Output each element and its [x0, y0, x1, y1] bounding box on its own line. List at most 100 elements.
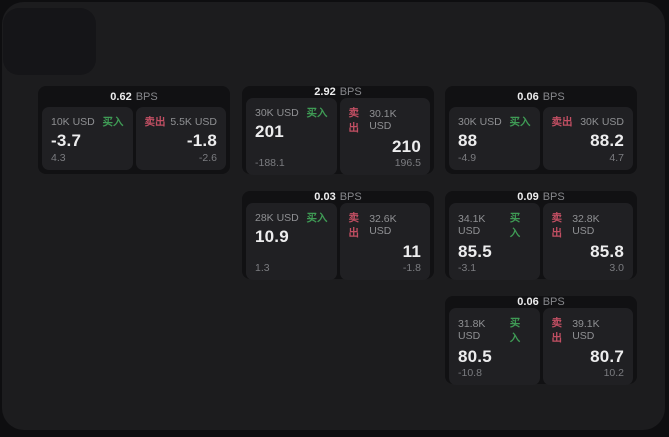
spread-card: 0.06 BPS 30K USD 买入 88 -4.9 30K USD 卖出 8… — [445, 86, 637, 174]
spread-bps-value: 0.09 — [517, 191, 539, 203]
bps-unit-label: BPS — [339, 191, 362, 203]
buy-amount: 34.1K USD — [458, 213, 486, 237]
buy-price: 80.5 — [458, 347, 492, 366]
buy-quote-tile[interactable]: 28K USD 买入 10.9 1.3 — [246, 203, 337, 280]
spread-bps-value: 2.92 — [314, 86, 336, 98]
buy-amount: 30K USD — [255, 106, 299, 119]
sell-quote-tile[interactable]: 32.8K USD 卖出 85.8 3.0 — [542, 203, 633, 280]
quote-panels: 28K USD 买入 10.9 1.3 32.6K USD 卖出 11 -1.8 — [246, 203, 430, 280]
spread-header: 0.06 BPS — [449, 296, 633, 308]
spread-card: 0.03 BPS 28K USD 买入 10.9 1.3 32.6K USD 卖… — [242, 191, 434, 280]
buy-price: 201 — [255, 122, 284, 141]
spread-header: 0.09 BPS — [449, 191, 633, 203]
sell-tile-top-row: 32.6K USD 卖出 — [349, 210, 422, 240]
spread-header: 0.03 BPS — [246, 191, 430, 203]
buy-side-label: 买入 — [509, 212, 521, 239]
sell-amount: 30.1K USD — [369, 108, 397, 132]
buy-side-label: 买入 — [509, 116, 531, 128]
sell-sub-value: 3.0 — [609, 262, 624, 274]
sell-quote-tile[interactable]: 39.1K USD 卖出 80.7 10.2 — [542, 308, 633, 385]
buy-sub-value: 4.3 — [51, 152, 66, 164]
sell-tile-top-row: 30.1K USD 卖出 — [349, 105, 422, 135]
buy-tile-top-row: 34.1K USD 买入 — [458, 210, 531, 240]
sell-amount: 5.5K USD — [170, 115, 217, 128]
buy-sub-value: -10.8 — [458, 367, 482, 379]
sell-side-label: 卖出 — [551, 317, 563, 344]
sell-quote-tile[interactable]: 30.1K USD 卖出 210 196.5 — [339, 98, 430, 175]
quote-panels: 34.1K USD 买入 85.5 -3.1 32.8K USD 卖出 85.8… — [449, 203, 633, 280]
spread-card: 2.92 BPS 30K USD 买入 201 -188.1 30.1K USD… — [242, 86, 434, 175]
spread-header: 0.62 BPS — [42, 86, 226, 107]
sell-amount: 32.8K USD — [572, 213, 600, 237]
sell-price: 80.7 — [590, 347, 624, 366]
spread-card: 0.06 BPS 31.8K USD 买入 80.5 -10.8 39.1K U… — [445, 296, 637, 385]
buy-amount: 28K USD — [255, 211, 299, 224]
buy-price: 85.5 — [458, 242, 492, 261]
sell-sub-value: -2.6 — [198, 152, 217, 164]
spread-bps-value: 0.03 — [314, 191, 336, 203]
buy-side-label: 买入 — [306, 212, 328, 224]
buy-side-label: 买入 — [306, 107, 328, 119]
buy-tile-top-row: 30K USD 买入 — [458, 114, 531, 129]
bps-unit-label: BPS — [542, 90, 565, 103]
sell-price: 88.2 — [590, 131, 624, 150]
buy-price: 88 — [458, 131, 478, 150]
bps-unit-label: BPS — [542, 296, 565, 308]
sell-side-label: 卖出 — [551, 116, 573, 128]
spread-header: 0.06 BPS — [449, 86, 633, 107]
buy-sub-value: -188.1 — [255, 157, 285, 169]
buy-amount: 30K USD — [458, 115, 502, 128]
spread-bps-value: 0.62 — [110, 90, 132, 103]
buy-price: 10.9 — [255, 227, 289, 246]
buy-sub-value: -3.1 — [458, 262, 477, 274]
sell-amount: 32.6K USD — [369, 213, 397, 237]
buy-quote-tile[interactable]: 30K USD 买入 88 -4.9 — [449, 107, 540, 170]
sell-tile-top-row: 30K USD 卖出 — [552, 114, 625, 129]
buy-quote-tile[interactable]: 30K USD 买入 201 -188.1 — [246, 98, 337, 175]
spread-card: 0.62 BPS 10K USD 买入 -3.7 4.3 5.5K USD 卖出… — [38, 86, 230, 174]
buy-side-label: 买入 — [509, 317, 521, 344]
spread-bps-value: 0.06 — [517, 90, 539, 103]
bps-unit-label: BPS — [339, 86, 362, 98]
sell-tile-top-row: 5.5K USD 卖出 — [145, 114, 218, 129]
sell-price: -1.8 — [186, 131, 217, 150]
quote-panels: 10K USD 买入 -3.7 4.3 5.5K USD 卖出 -1.8 -2.… — [42, 107, 226, 170]
sell-amount: 39.1K USD — [572, 318, 600, 342]
buy-price: -3.7 — [51, 131, 82, 150]
sell-side-label: 卖出 — [144, 116, 166, 128]
buy-quote-tile[interactable]: 10K USD 买入 -3.7 4.3 — [42, 107, 133, 170]
corner-panel — [3, 8, 96, 75]
sell-tile-top-row: 39.1K USD 卖出 — [552, 315, 625, 345]
buy-tile-top-row: 10K USD 买入 — [51, 114, 124, 129]
sell-quote-tile[interactable]: 32.6K USD 卖出 11 -1.8 — [339, 203, 430, 280]
sell-price: 210 — [392, 137, 421, 156]
sell-sub-value: -1.8 — [402, 262, 421, 274]
buy-tile-top-row: 30K USD 买入 — [255, 105, 328, 120]
quote-panels: 30K USD 买入 201 -188.1 30.1K USD 卖出 210 1… — [246, 98, 430, 175]
sell-price: 11 — [402, 242, 421, 261]
bps-unit-label: BPS — [542, 191, 565, 203]
spread-header: 2.92 BPS — [246, 86, 430, 98]
buy-side-label: 买入 — [102, 116, 124, 128]
spread-card: 0.09 BPS 34.1K USD 买入 85.5 -3.1 32.8K US… — [445, 191, 637, 280]
sell-quote-tile[interactable]: 5.5K USD 卖出 -1.8 -2.6 — [135, 107, 226, 170]
sell-amount: 30K USD — [580, 115, 624, 128]
buy-tile-top-row: 31.8K USD 买入 — [458, 315, 531, 345]
sell-side-label: 卖出 — [551, 212, 563, 239]
quote-panels: 30K USD 买入 88 -4.9 30K USD 卖出 88.2 4.7 — [449, 107, 633, 170]
app-window: 0.62 BPS 10K USD 买入 -3.7 4.3 5.5K USD 卖出… — [2, 2, 665, 430]
sell-side-label: 卖出 — [348, 107, 360, 134]
sell-sub-value: 10.2 — [603, 367, 624, 379]
spread-bps-value: 0.06 — [517, 296, 539, 308]
sell-sub-value: 4.7 — [609, 152, 624, 164]
quote-panels: 31.8K USD 买入 80.5 -10.8 39.1K USD 卖出 80.… — [449, 308, 633, 385]
buy-quote-tile[interactable]: 31.8K USD 买入 80.5 -10.8 — [449, 308, 540, 385]
sell-sub-value: 196.5 — [394, 157, 421, 169]
buy-amount: 10K USD — [51, 115, 95, 128]
buy-quote-tile[interactable]: 34.1K USD 买入 85.5 -3.1 — [449, 203, 540, 280]
sell-quote-tile[interactable]: 30K USD 卖出 88.2 4.7 — [542, 107, 633, 170]
buy-sub-value: 1.3 — [255, 262, 270, 274]
sell-side-label: 卖出 — [348, 212, 360, 239]
bps-unit-label: BPS — [135, 90, 158, 103]
buy-tile-top-row: 28K USD 买入 — [255, 210, 328, 225]
